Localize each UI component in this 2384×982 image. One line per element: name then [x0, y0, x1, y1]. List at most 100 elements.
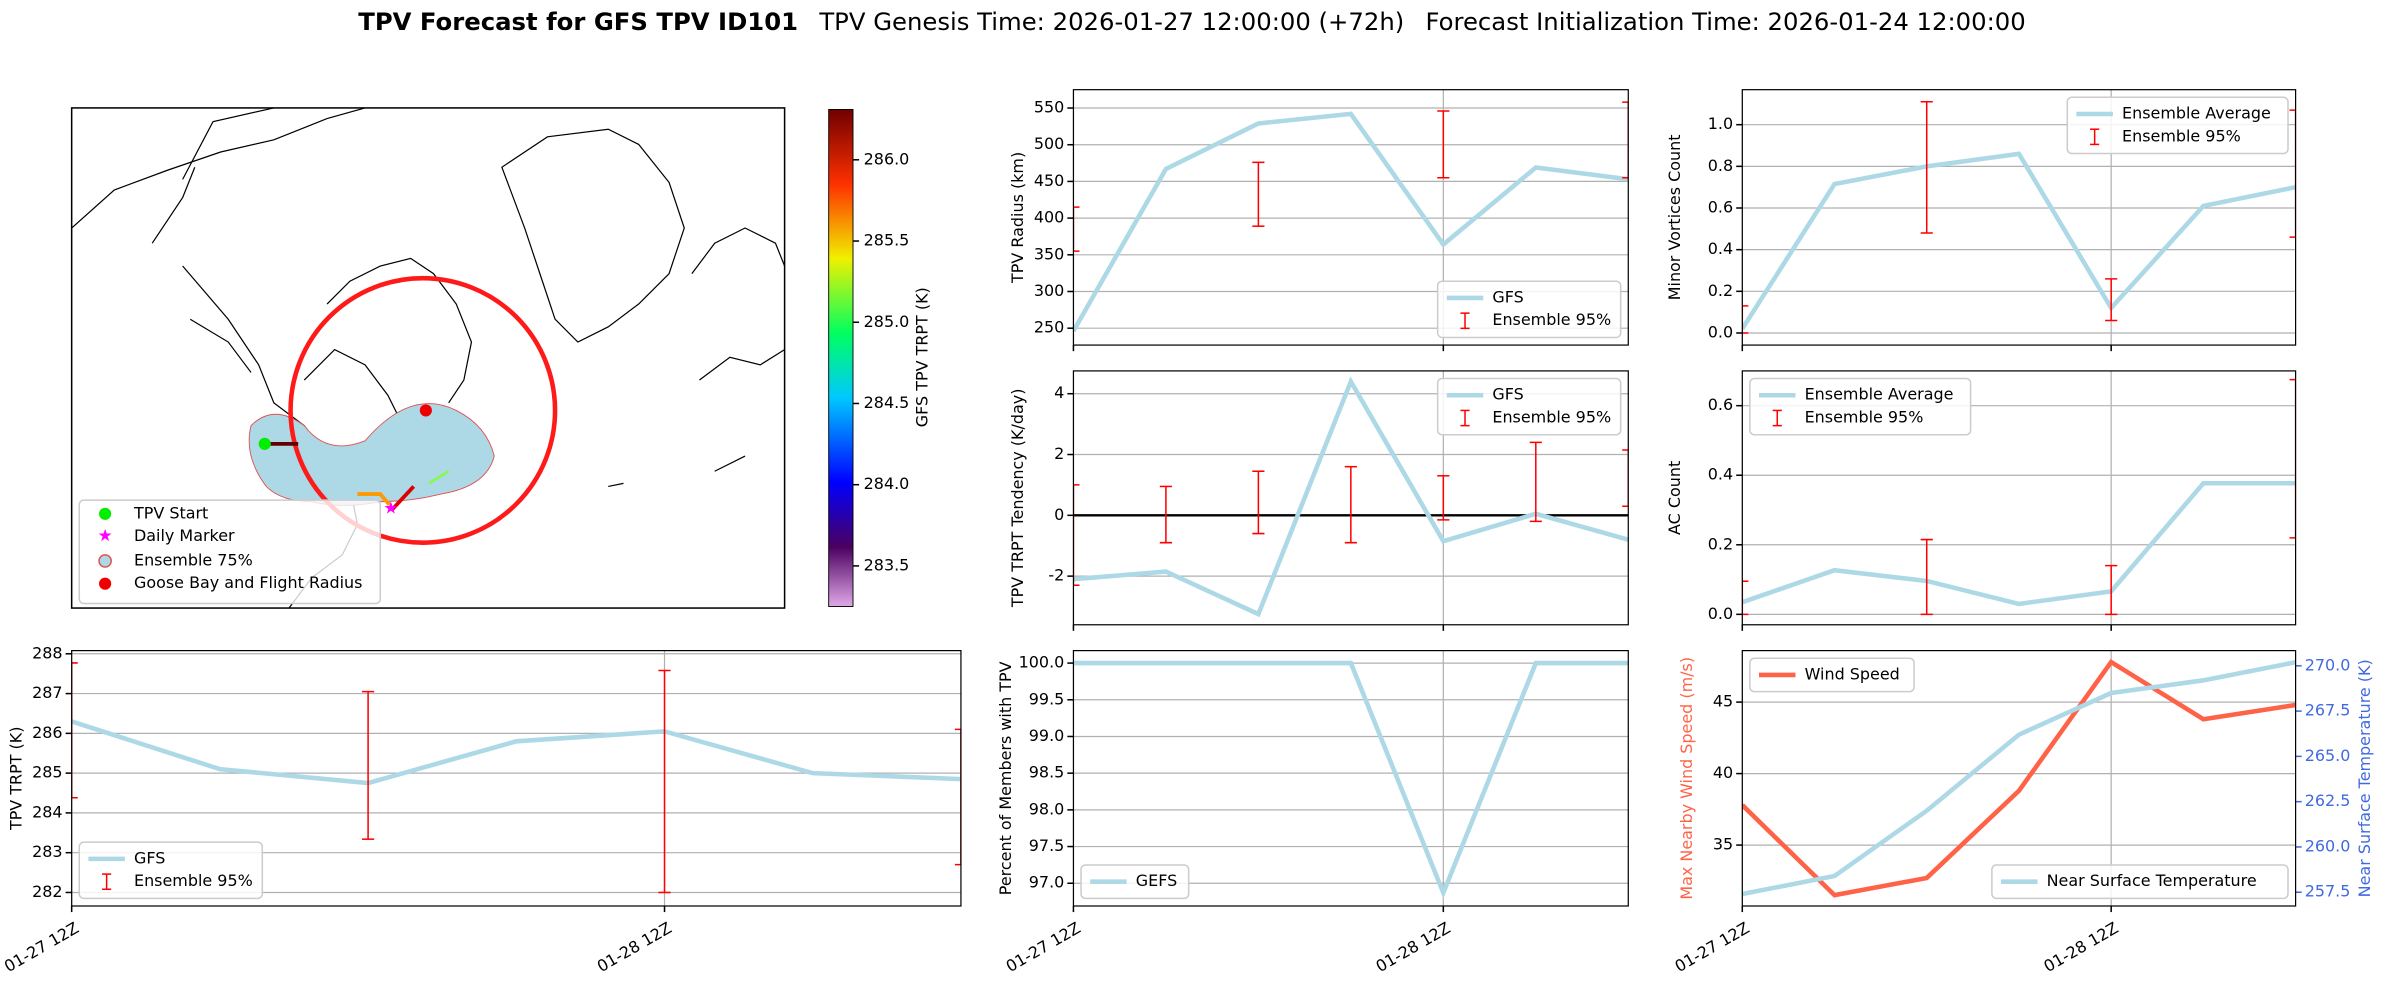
error-bar — [658, 669, 671, 894]
legend-box — [2066, 96, 2289, 155]
y-tick-label: 99.5 — [1029, 689, 1065, 708]
y-tick-label: 500 — [1034, 134, 1064, 153]
map-content: ★ — [71, 107, 785, 609]
colorbar — [828, 108, 854, 607]
y-tick-label: 285 — [32, 763, 62, 782]
y-tick-label: 288 — [32, 643, 62, 662]
y-tick-label: 97.5 — [1029, 836, 1065, 855]
panel-frame — [1741, 650, 2297, 907]
series-line — [1742, 658, 2296, 898]
error-bar — [2105, 564, 2118, 616]
y-tick-label: 0.6 — [1708, 198, 1733, 217]
panel-frame — [1072, 89, 1629, 346]
colorbar-tick-label: 285.5 — [864, 231, 910, 250]
y-tick-label: 45 — [1713, 692, 1733, 711]
error-bar — [1437, 110, 1450, 179]
y2-tick-label: 257.5 — [2305, 882, 2351, 901]
legend-box — [1436, 377, 1622, 436]
colorbar-tick-label: 286.0 — [864, 149, 910, 168]
plot-area — [1073, 650, 1629, 906]
y-tick-label: 2 — [1054, 444, 1064, 463]
y2-tick-label: 262.5 — [2305, 791, 2351, 810]
series-line — [1742, 480, 2296, 607]
legend-box — [1991, 864, 2289, 900]
legend-box — [78, 841, 264, 900]
error-bar — [1073, 484, 1080, 587]
error-bar — [2289, 378, 2296, 539]
legend-marker — [98, 554, 112, 568]
legend: Ensemble Average Ensemble 95% — [2066, 96, 2289, 155]
track — [391, 485, 416, 511]
panel-frame — [1072, 650, 1629, 907]
legend-label: Near Surface Temperature — [2047, 871, 2257, 890]
flight-radius — [288, 275, 558, 545]
y-tick-label: 550 — [1034, 98, 1064, 117]
legend: GFS Ensemble 95% — [1436, 377, 1622, 436]
y-axis-label: Max Nearby Wind Speed (m/s) — [1677, 657, 1696, 900]
x-tick-label: 01-28 12Z — [2040, 918, 2121, 976]
panel-frame — [1741, 89, 2297, 346]
y-tick-label: 300 — [1034, 281, 1064, 300]
legend-label: Ensemble Average — [1805, 385, 1954, 404]
legend-label: GEFS — [1136, 871, 1177, 890]
panel: -2 0 2 4 TPV TRPT Tendency (K/day) GFS Ensembl… — [1008, 370, 1629, 631]
legend: Wind Speed — [1749, 657, 1915, 693]
y-tick-label: 287 — [32, 683, 62, 702]
y-tick-label: 0.4 — [1708, 465, 1733, 484]
legend-label: GFS — [1492, 287, 1523, 306]
error-bar — [1920, 538, 1933, 616]
error-bar — [71, 662, 78, 799]
legend-label: Ensemble 95% — [134, 871, 253, 890]
y-tick-label: 4 — [1054, 383, 1064, 402]
track — [428, 470, 450, 485]
y-axis-label: TPV TRPT (K) — [6, 727, 25, 832]
legend-label: Ensemble 75% — [134, 550, 253, 569]
y-axis-label: Percent of Members with TPV — [996, 661, 1015, 895]
y-tick-label: 350 — [1034, 244, 1064, 263]
error-bar — [1073, 206, 1080, 252]
title-main: TPV Forecast for GFS TPV ID101 — [358, 7, 798, 36]
legend-label: Goose Bay and Flight Radius — [134, 573, 363, 592]
y2-tick-label: 260.0 — [2305, 836, 2351, 855]
x-tick-label: 01-27 12Z — [1, 918, 82, 976]
series-line — [1073, 660, 1629, 899]
legend-label: Ensemble Average — [2122, 104, 2271, 123]
panel: 97.0 97.5 98.0 98.5 99.0 99.5 100.0 01-27 12Z 01… — [996, 650, 1629, 976]
panel-frame — [1072, 370, 1629, 626]
x-tick-label: 01-27 12Z — [1003, 918, 1084, 976]
series-line — [1742, 151, 2296, 331]
x-tick-label: 01-28 12Z — [1373, 918, 1454, 976]
error-bar — [1920, 101, 1933, 234]
panel-background — [1073, 650, 1629, 906]
goose-bay — [419, 404, 432, 417]
y2-axis-label: Near Surface Temperature (K) — [2355, 659, 2374, 897]
y-tick-label: 284 — [32, 802, 62, 821]
coastline — [151, 107, 274, 244]
panel-frame — [1741, 370, 2297, 626]
legend: GFS Ensemble 95% — [78, 841, 264, 900]
y-tick-label: 100.0 — [1019, 653, 1065, 672]
error-bar — [1742, 305, 1749, 334]
coastline — [71, 107, 366, 229]
error-bar — [954, 728, 961, 866]
y-tick-label: 286 — [32, 723, 62, 742]
y-tick-label: 283 — [32, 842, 62, 861]
greenland — [501, 128, 685, 343]
y-tick-label: 0.2 — [1708, 534, 1733, 553]
colorbar-tick-label: 284.5 — [864, 393, 910, 412]
colorbar-tick-label: 284.0 — [864, 474, 910, 493]
y-axis-label: TPV Radius (km) — [1008, 152, 1027, 284]
y-axis-label: AC Count — [1665, 461, 1684, 535]
legend-box — [1436, 280, 1622, 339]
error-bar — [1529, 441, 1542, 523]
y2-tick-label: 265.0 — [2305, 746, 2351, 765]
figure-title: TPV Forecast for GFS TPV ID101 TPV Genesi… — [358, 7, 2026, 36]
y-axis-label: Minor Vortices Count — [1665, 135, 1684, 301]
error-bar — [1159, 485, 1172, 544]
y-tick-label: 40 — [1713, 763, 1733, 782]
panel: 35 40 45 257.5 260.0 262.5 265.0 267.5 270.0 01-2… — [1672, 650, 2374, 976]
legend-label: Daily Marker — [134, 526, 235, 545]
y-tick-label: 0.4 — [1708, 239, 1733, 258]
